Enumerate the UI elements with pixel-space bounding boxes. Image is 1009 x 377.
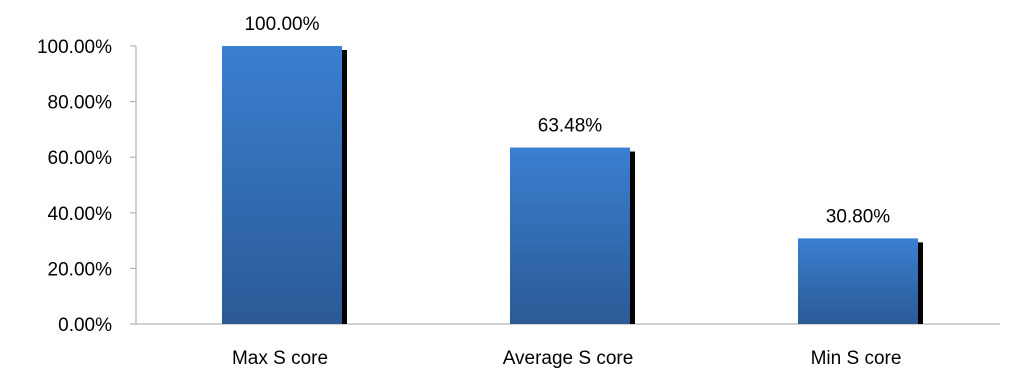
y-tick-label: 100.00% (37, 37, 112, 58)
y-tick-label: 40.00% (48, 204, 113, 225)
y-axis-ticks: 0.00% 20.00% 40.00% 60.00% 80.00% 100.00% (37, 37, 136, 336)
data-labels: 100.00% 63.48% 30.80% (244, 14, 890, 227)
y-tick-label: 0.00% (58, 315, 112, 336)
category-label: Max S core (232, 348, 328, 369)
y-tick-label: 60.00% (48, 148, 113, 169)
data-label: 100.00% (244, 14, 319, 35)
category-labels: Max S core Average S core Min S core (232, 348, 901, 369)
y-tick-label: 80.00% (48, 93, 113, 114)
category-label: Min S core (811, 348, 902, 369)
bar-shadow (918, 242, 923, 324)
bar (798, 238, 918, 324)
bar (510, 147, 630, 324)
bar-shadow (342, 50, 347, 324)
data-label: 63.48% (538, 116, 603, 137)
bar (222, 46, 342, 324)
category-label: Average S core (503, 348, 634, 369)
data-label: 30.80% (826, 206, 891, 227)
bar-shadow (630, 151, 635, 324)
y-tick-label: 20.00% (48, 259, 113, 280)
bars (222, 46, 923, 324)
